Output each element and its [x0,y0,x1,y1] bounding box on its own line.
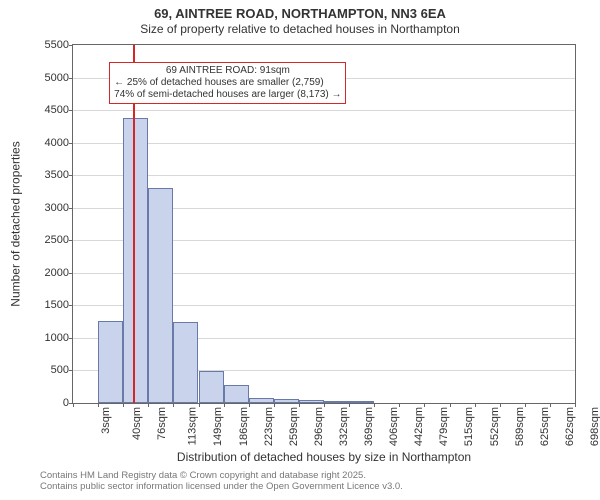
x-tick-label: 589sqm [514,407,526,446]
x-tick-mark [324,403,325,407]
x-tick-label: 296sqm [313,407,325,446]
x-tick-mark [349,403,350,407]
gridline [73,175,575,176]
annotation-line: 69 AINTREE ROAD: 91sqm [114,65,341,77]
x-tick-mark [299,403,300,407]
y-tick-mark [69,45,73,46]
x-axis-label: Distribution of detached houses by size … [72,450,576,464]
y-tick-mark [69,143,73,144]
annotation-line: ← 25% of detached houses are smaller (2,… [114,77,341,89]
x-tick-mark [274,403,275,407]
x-tick-mark [173,403,174,407]
y-tick-mark [69,208,73,209]
y-tick-mark [69,240,73,241]
histogram-bar [274,399,299,403]
x-tick-mark [575,403,576,407]
y-tick-mark [69,175,73,176]
x-tick-label: 113sqm [187,407,199,445]
gridline [73,143,575,144]
x-tick-mark [249,403,250,407]
x-tick-mark [550,403,551,407]
footer-line2: Contains public sector information licen… [40,481,403,492]
footer-attribution: Contains HM Land Registry data © Crown c… [40,470,403,492]
x-tick-label: 515sqm [464,407,476,446]
histogram-bar [349,401,374,403]
histogram-bar [123,118,148,403]
x-tick-mark [98,403,99,407]
x-tick-mark [475,403,476,407]
x-tick-label: 332sqm [338,407,350,446]
x-tick-label: 186sqm [238,407,250,446]
x-tick-mark [224,403,225,407]
histogram-bar [324,401,349,403]
annotation-line: 74% of semi-detached houses are larger (… [114,89,341,101]
y-axis-label-wrap: Number of detached properties [8,44,24,404]
x-tick-mark [148,403,149,407]
y-tick-mark [69,110,73,111]
x-tick-mark [424,403,425,407]
x-tick-label: 552sqm [489,407,501,446]
x-tick-label: 223sqm [263,407,275,446]
y-tick-mark [69,305,73,306]
chart-container: 69, AINTREE ROAD, NORTHAMPTON, NN3 6EA S… [0,0,600,500]
footer-line1: Contains HM Land Registry data © Crown c… [40,470,403,481]
x-tick-label: 40sqm [131,407,143,440]
x-tick-mark [500,403,501,407]
y-tick-mark [69,370,73,371]
histogram-bar [98,321,123,403]
title-line1: 69, AINTREE ROAD, NORTHAMPTON, NN3 6EA [0,6,600,21]
y-axis-label: Number of detached properties [9,141,23,306]
x-tick-label: 479sqm [438,407,450,446]
x-tick-mark [525,403,526,407]
histogram-bar [224,385,249,403]
x-tick-label: 3sqm [100,407,112,434]
x-tick-label: 259sqm [288,407,300,446]
histogram-bar [173,322,198,403]
histogram-bar [199,371,224,403]
x-tick-mark [199,403,200,407]
x-tick-mark [123,403,124,407]
x-tick-label: 149sqm [213,407,225,446]
gridline [73,110,575,111]
x-tick-label: 442sqm [413,407,425,446]
histogram-bar [148,188,173,403]
y-tick-mark [69,338,73,339]
x-tick-mark [73,403,74,407]
x-tick-label: 76sqm [156,407,168,440]
x-tick-label: 662sqm [564,407,576,446]
histogram-bar [299,400,324,403]
x-tick-label: 369sqm [363,407,375,446]
y-tick-mark [69,273,73,274]
annotation-box: 69 AINTREE ROAD: 91sqm← 25% of detached … [109,62,346,104]
x-tick-label: 698sqm [589,407,600,446]
x-tick-label: 625sqm [539,407,551,446]
x-tick-mark [374,403,375,407]
x-tick-mark [399,403,400,407]
y-tick-mark [69,78,73,79]
x-tick-label: 406sqm [388,407,400,446]
title-line2: Size of property relative to detached ho… [0,22,600,36]
x-tick-mark [450,403,451,407]
histogram-bar [249,398,274,403]
plot-area: 0500100015002000250030003500400045005000… [72,44,576,404]
